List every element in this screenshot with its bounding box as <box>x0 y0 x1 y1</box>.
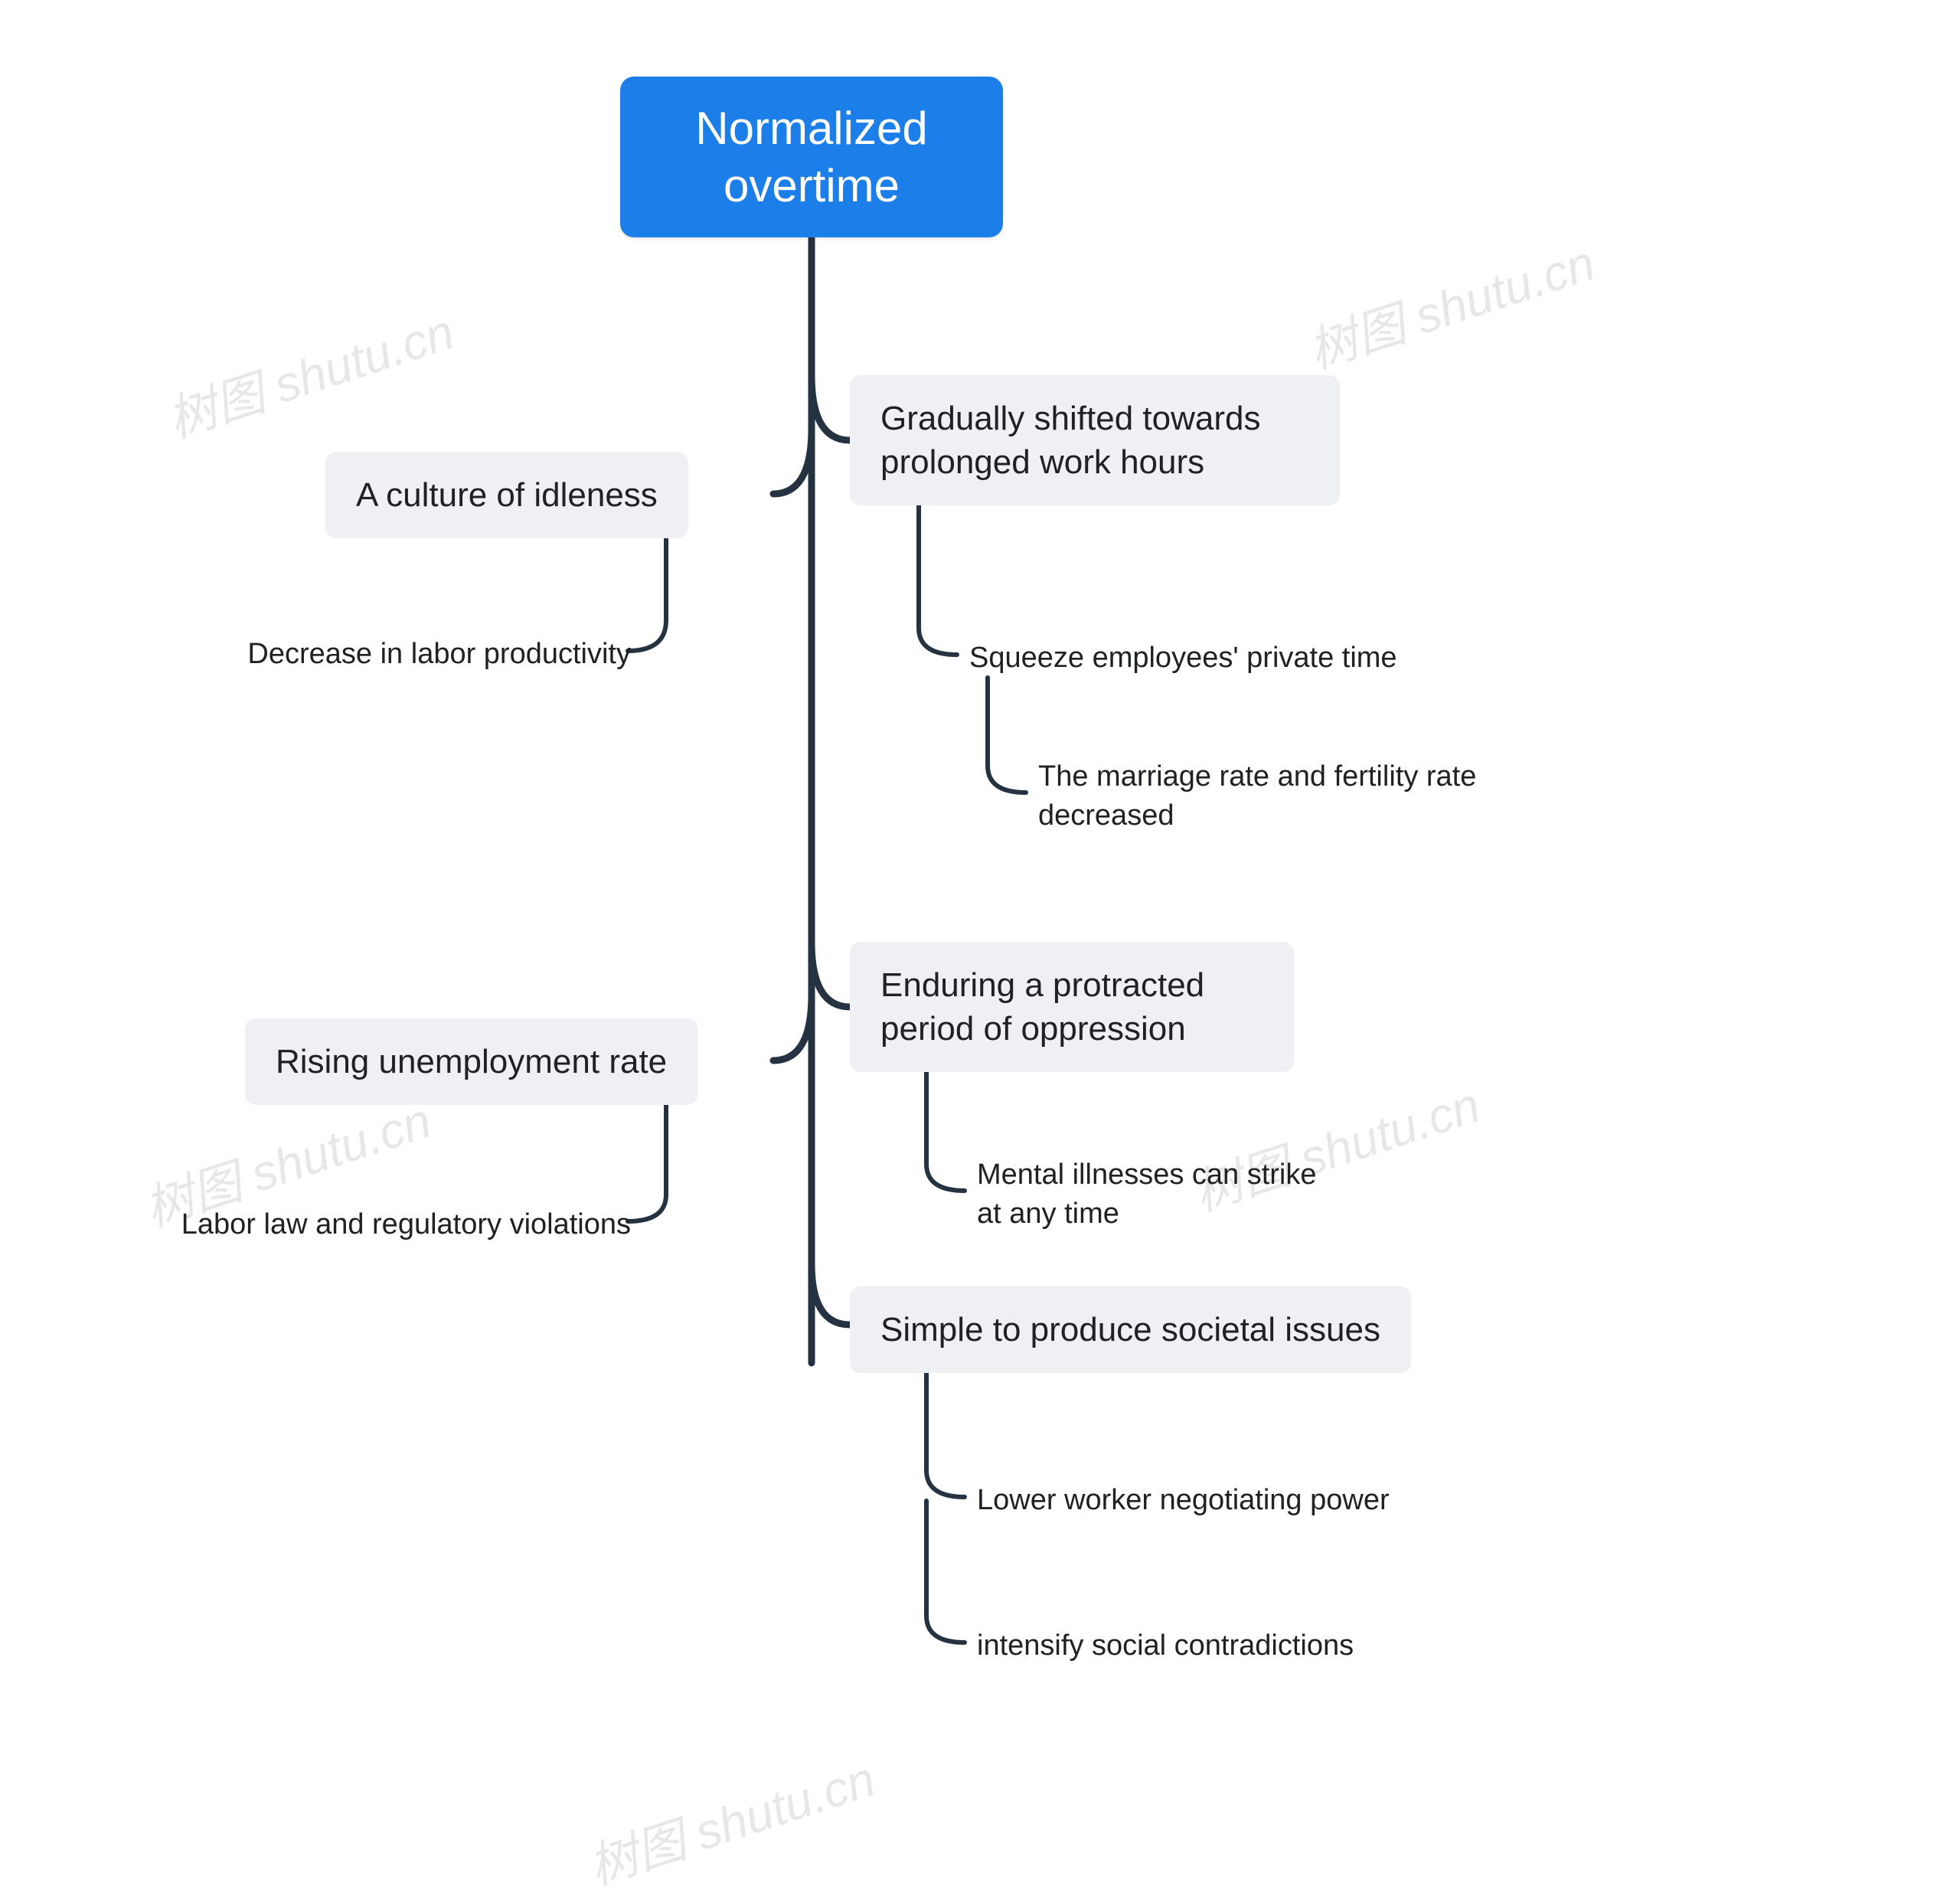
leaf-label: Lower worker negotiating power <box>977 1484 1390 1516</box>
leaf-label: Labor law and regulatory violations <box>181 1208 631 1240</box>
leaf-node: Mental illnesses can strike at any time <box>972 1152 1325 1237</box>
branch-node-right-1: Gradually shifted towards prolonged work… <box>850 375 1340 505</box>
watermark: 树图 shutu.cn <box>158 293 462 451</box>
leaf-node: The marriage rate and fertility rate dec… <box>1034 754 1585 839</box>
branch-label: A culture of idleness <box>356 476 658 514</box>
leaf-label: intensify social contradictions <box>977 1629 1354 1662</box>
leaf-node: Lower worker negotiating power <box>972 1478 1508 1523</box>
branch-label: Enduring a protracted period of oppressi… <box>880 966 1204 1048</box>
leaf-node: Labor law and regulatory violations <box>77 1202 635 1247</box>
leaf-label: Squeeze employees' private time <box>969 642 1397 674</box>
branch-label: Rising unemployment rate <box>276 1043 667 1080</box>
watermark: 树图 shutu.cn <box>579 1740 883 1898</box>
watermark: 树图 shutu.cn <box>1298 224 1602 382</box>
branch-label: Simple to produce societal issues <box>880 1311 1380 1348</box>
leaf-node: Decrease in labor productivity <box>161 632 635 677</box>
branch-node-right-2: Enduring a protracted period of oppressi… <box>850 942 1294 1072</box>
leaf-node: Squeeze employees' private time <box>965 636 1501 681</box>
root-label: Normalized overtime <box>666 100 957 214</box>
connectors <box>0 0 1960 1868</box>
branch-node-left-1: A culture of idleness <box>325 452 688 538</box>
branch-label: Gradually shifted towards prolonged work… <box>880 400 1260 481</box>
leaf-label: The marriage rate and fertility rate dec… <box>1038 760 1476 832</box>
root-node: Normalized overtime <box>620 77 1003 237</box>
mindmap-canvas: 树图 shutu.cn 树图 shutu.cn 树图 shutu.cn 树图 s… <box>0 0 1960 1868</box>
leaf-label: Mental illnesses can strike at any time <box>977 1159 1317 1230</box>
branch-node-left-2: Rising unemployment rate <box>245 1018 697 1105</box>
branch-node-right-3: Simple to produce societal issues <box>850 1286 1411 1373</box>
leaf-label: Decrease in labor productivity <box>247 638 631 670</box>
leaf-node: intensify social contradictions <box>972 1623 1508 1669</box>
